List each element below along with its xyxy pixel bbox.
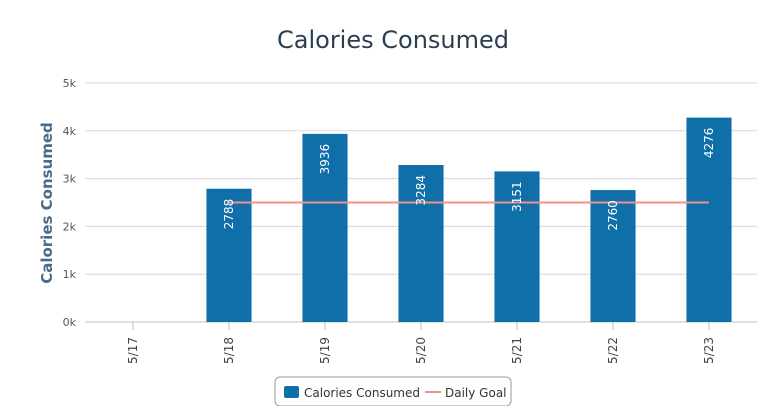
x-tick-label: 5/19: [318, 337, 332, 364]
bar-5-22[interactable]: [590, 190, 636, 322]
y-tick-label: 2k: [63, 220, 77, 233]
x-tick-label: 5/23: [702, 337, 716, 364]
y-tick-label: 1k: [63, 268, 77, 281]
bars: [206, 117, 732, 322]
x-axis: 5/17 5/18 5/19 5/20 5/21 5/22 5/23: [126, 322, 716, 364]
bar-5-18[interactable]: [206, 188, 252, 322]
chart-title: Calories Consumed: [277, 26, 509, 54]
bar-5-20[interactable]: [398, 165, 444, 322]
data-label: 3936: [318, 144, 332, 175]
legend[interactable]: Calories Consumed Daily Goal: [274, 376, 512, 406]
legend-box: [274, 376, 512, 406]
y-tick-label: 3k: [63, 173, 77, 186]
legend-label-goal[interactable]: Daily Goal: [445, 386, 507, 400]
y-axis-ticks: 0k 1k 2k 3k 4k 5k: [63, 77, 77, 329]
bar-5-21[interactable]: [494, 171, 540, 322]
x-tick-label: 5/17: [126, 337, 140, 364]
x-tick-label: 5/18: [222, 337, 236, 364]
x-tick-label: 5/20: [414, 337, 428, 364]
legend-swatch-calories: [284, 386, 299, 398]
x-tick-label: 5/22: [606, 337, 620, 364]
data-label: 4276: [702, 128, 716, 159]
bar-5-23[interactable]: [686, 117, 732, 322]
data-label: 2760: [606, 200, 620, 231]
data-labels: 2788 3936 3284 3151 2760 4276: [222, 128, 716, 231]
data-label: 3151: [510, 181, 524, 212]
y-axis-label: Calories Consumed: [38, 122, 56, 284]
y-tick-label: 4k: [63, 125, 77, 138]
x-tick-label: 5/21: [510, 337, 524, 364]
data-label: 3284: [414, 175, 428, 206]
data-label: 2788: [222, 199, 236, 230]
bar-5-19[interactable]: [302, 133, 348, 322]
y-tick-label: 5k: [63, 77, 77, 90]
y-tick-label: 0k: [63, 316, 77, 329]
legend-label-calories[interactable]: Calories Consumed: [304, 386, 420, 400]
